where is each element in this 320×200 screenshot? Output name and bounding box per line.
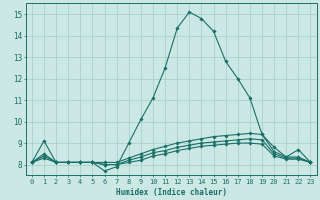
X-axis label: Humidex (Indice chaleur): Humidex (Indice chaleur) (116, 188, 227, 197)
